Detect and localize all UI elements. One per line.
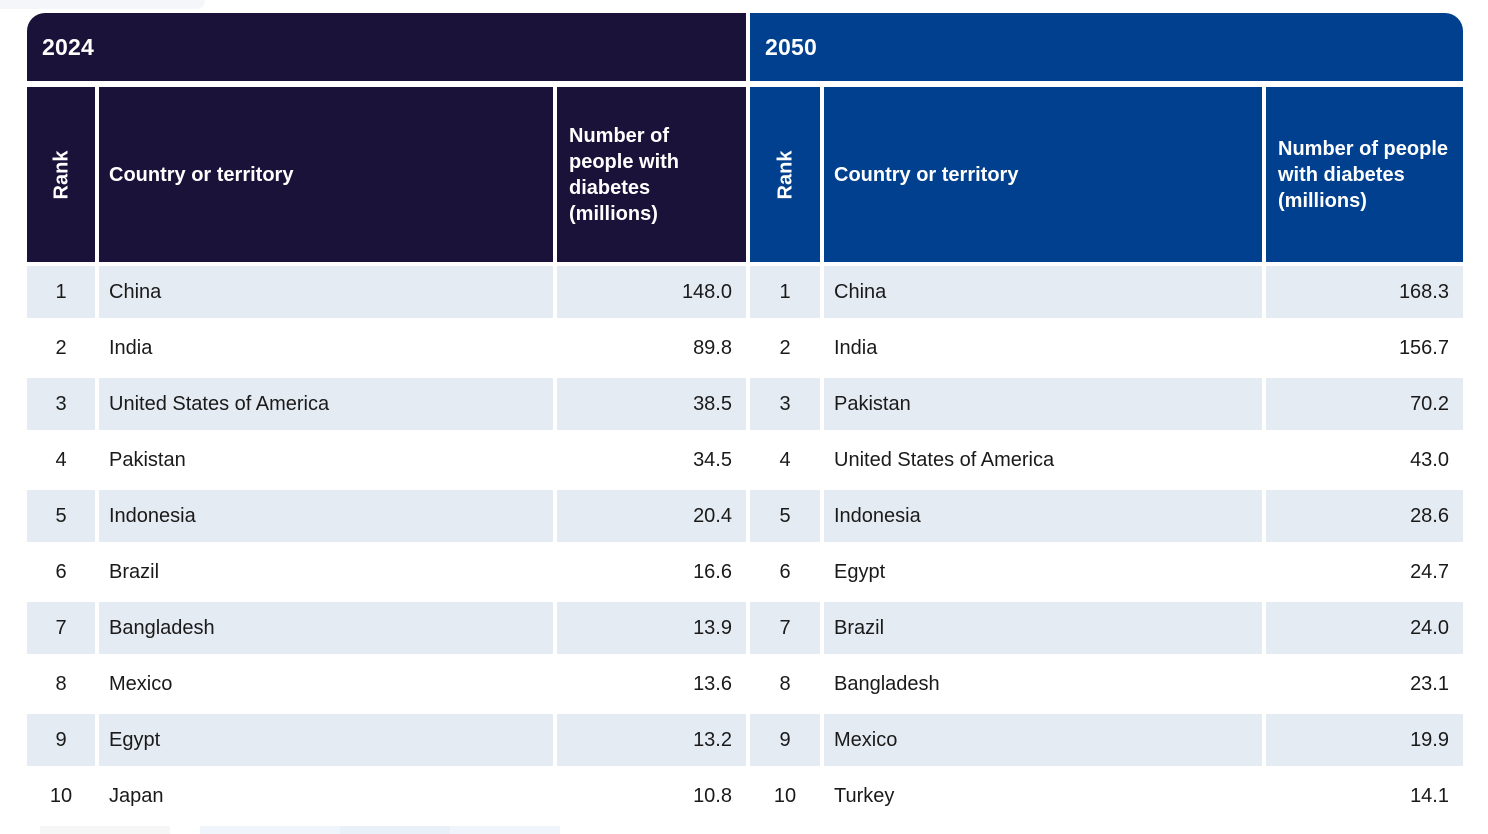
value-cell: 43.0 — [1266, 434, 1463, 486]
column-header-country: Country or territory — [824, 87, 1262, 262]
value-cell: 156.7 — [1266, 322, 1463, 374]
country-cell: Egypt — [99, 714, 553, 766]
rank-cell: 7 — [750, 602, 820, 654]
value-cell: 20.4 — [557, 490, 746, 542]
value-cell: 89.8 — [557, 322, 746, 374]
country-cell: Turkey — [824, 770, 1262, 822]
ranking-table-2024: 2024 Rank Country or territory Number of… — [27, 13, 746, 822]
country-cell: Brazil — [824, 602, 1262, 654]
rank-cell: 9 — [27, 714, 95, 766]
value-cell: 13.9 — [557, 602, 746, 654]
value-cell: 24.0 — [1266, 602, 1463, 654]
table-title-label: 2024 — [42, 33, 94, 60]
value-cell: 19.9 — [1266, 714, 1463, 766]
value-cell: 148.0 — [557, 266, 746, 318]
rank-cell: 5 — [750, 490, 820, 542]
page-bottom-artifact — [200, 826, 560, 834]
column-header-rank-label: Rank — [50, 150, 72, 199]
rank-cell: 8 — [750, 658, 820, 710]
rank-cell: 6 — [750, 546, 820, 598]
rank-cell: 3 — [27, 378, 95, 430]
value-cell: 14.1 — [1266, 770, 1463, 822]
country-cell: India — [824, 322, 1262, 374]
value-cell: 24.7 — [1266, 546, 1463, 598]
column-header-rank: Rank — [27, 87, 95, 262]
country-cell: India — [99, 322, 553, 374]
rank-cell: 10 — [27, 770, 95, 822]
rank-cell: 7 — [27, 602, 95, 654]
rank-cell: 4 — [750, 434, 820, 486]
value-cell: 28.6 — [1266, 490, 1463, 542]
value-cell: 16.6 — [557, 546, 746, 598]
rank-cell: 2 — [27, 322, 95, 374]
country-cell: Bangladesh — [824, 658, 1262, 710]
country-cell: Egypt — [824, 546, 1262, 598]
column-header-rank: Rank — [750, 87, 820, 262]
page-bottom-artifact — [340, 826, 450, 834]
value-cell: 34.5 — [557, 434, 746, 486]
value-cell: 168.3 — [1266, 266, 1463, 318]
rank-cell: 9 — [750, 714, 820, 766]
rank-cell: 3 — [750, 378, 820, 430]
country-cell: Mexico — [824, 714, 1262, 766]
column-header-number-label: Number of people with diabetes (millions… — [1278, 137, 1449, 212]
rank-cell: 6 — [27, 546, 95, 598]
rank-cell: 4 — [27, 434, 95, 486]
table-title-label: 2050 — [765, 33, 817, 60]
column-header-country-label: Country or territory — [834, 163, 1019, 186]
country-cell: Indonesia — [99, 490, 553, 542]
ranking-table-2050: 2050 Rank Country or territory Number of… — [750, 13, 1463, 822]
rank-cell: 10 — [750, 770, 820, 822]
country-cell: Indonesia — [824, 490, 1262, 542]
column-header-country: Country or territory — [99, 87, 553, 262]
table-title-2024: 2024 — [27, 13, 746, 81]
column-header-number: Number of people with diabetes (millions… — [557, 87, 746, 262]
value-cell: 13.2 — [557, 714, 746, 766]
country-cell: Bangladesh — [99, 602, 553, 654]
rank-cell: 2 — [750, 322, 820, 374]
value-cell: 38.5 — [557, 378, 746, 430]
country-cell: United States of America — [824, 434, 1262, 486]
value-cell: 10.8 — [557, 770, 746, 822]
country-cell: China — [99, 266, 553, 318]
value-cell: 23.1 — [1266, 658, 1463, 710]
country-cell: Japan — [99, 770, 553, 822]
country-cell: United States of America — [99, 378, 553, 430]
column-header-number: Number of people with diabetes (millions… — [1266, 87, 1463, 262]
rank-cell: 8 — [27, 658, 95, 710]
column-header-number-label: Number of people with diabetes (millions… — [569, 124, 679, 225]
country-cell: Pakistan — [99, 434, 553, 486]
country-cell: Pakistan — [824, 378, 1262, 430]
country-cell: Brazil — [99, 546, 553, 598]
country-cell: Mexico — [99, 658, 553, 710]
rank-cell: 1 — [27, 266, 95, 318]
country-cell: China — [824, 266, 1262, 318]
page-bottom-artifact — [40, 826, 170, 834]
column-header-country-label: Country or territory — [109, 163, 294, 186]
rank-cell: 5 — [27, 490, 95, 542]
value-cell: 70.2 — [1266, 378, 1463, 430]
value-cell: 13.6 — [557, 658, 746, 710]
rank-cell: 1 — [750, 266, 820, 318]
page-top-artifact — [0, 0, 205, 9]
table-title-2050: 2050 — [750, 13, 1463, 81]
table-grid-2050: Rank Country or territory Number of peop… — [750, 87, 1463, 822]
column-header-rank-label: Rank — [774, 150, 796, 199]
table-grid-2024: Rank Country or territory Number of peop… — [27, 87, 746, 822]
